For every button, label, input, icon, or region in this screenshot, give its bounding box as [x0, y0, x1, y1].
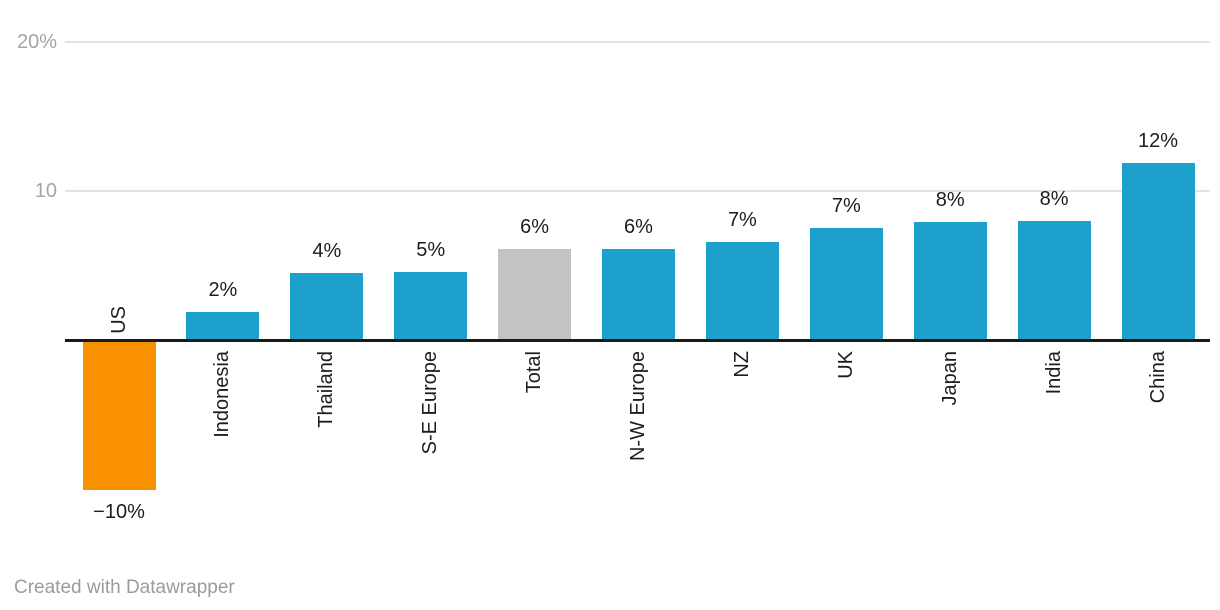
bar-indonesia — [186, 312, 260, 339]
bar-us — [82, 342, 156, 490]
bar-s-e-europe — [394, 271, 468, 339]
bar-china — [1121, 162, 1195, 339]
value-label-nz: 7% — [727, 208, 757, 231]
gridline-20 — [65, 41, 1210, 43]
bar-n-w-europe — [602, 249, 675, 339]
bar-uk — [809, 228, 883, 339]
bar-thailand — [290, 273, 364, 339]
category-label-china: China — [1146, 351, 1169, 404]
value-label-thailand: 4% — [312, 240, 342, 263]
category-label-indonesia: Indonesia — [211, 351, 234, 438]
category-label-nz: NZ — [730, 351, 753, 378]
category-label-india: India — [1042, 351, 1065, 395]
category-label-n-w-europe: N-W Europe — [627, 351, 649, 462]
category-label-us: US — [107, 306, 130, 334]
value-label-us: −10% — [93, 501, 145, 523]
y-tick-label-10: 10 — [34, 180, 57, 202]
value-label-total: 6% — [520, 216, 550, 239]
x-axis-line — [65, 339, 1210, 342]
bar-japan — [913, 222, 987, 339]
category-label-japan: Japan — [938, 351, 961, 406]
attribution: Created with Datawrapper — [14, 577, 235, 598]
y-tick-label-20: 20% — [16, 31, 57, 53]
category-label-s-e-europe: S-E Europe — [419, 351, 442, 455]
value-label-indonesia: 2% — [208, 279, 238, 302]
value-label-n-w-europe: 6% — [624, 216, 653, 239]
category-label-thailand: Thailand — [315, 351, 338, 428]
value-label-japan: 8% — [935, 189, 965, 212]
value-label-s-e-europe: 5% — [416, 238, 446, 261]
bar-india — [1017, 220, 1091, 339]
value-label-china: 12% — [1137, 129, 1179, 152]
gridline-10 — [65, 190, 1210, 192]
value-label-uk: 7% — [831, 195, 861, 218]
bar-total — [498, 249, 572, 339]
value-label-india: 8% — [1039, 187, 1069, 210]
category-label-total: Total — [523, 351, 546, 394]
category-label-uk: UK — [834, 351, 857, 379]
bar-nz — [705, 241, 779, 339]
